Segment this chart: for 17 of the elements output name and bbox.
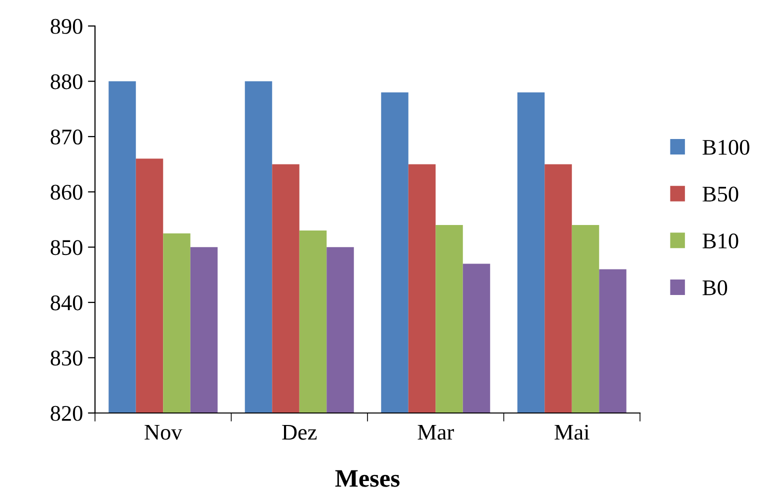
y-tick-label: 870: [50, 130, 82, 144]
x-tick-label: Nov: [144, 424, 182, 440]
y-tick-label: 820: [50, 406, 82, 421]
x-tick-label: Mai: [554, 424, 590, 440]
legend-label: B0: [702, 280, 728, 296]
y-tick-label: 840: [50, 295, 82, 310]
x-tick-label: Dez: [282, 424, 317, 440]
y-tick-label: 880: [50, 74, 82, 90]
x-tick-label: Mar: [418, 424, 454, 440]
legend-label: B50: [702, 186, 738, 202]
legend-label: B100: [702, 140, 750, 155]
y-tick-label: 860: [50, 184, 82, 200]
y-tick-label: 830: [50, 350, 82, 366]
y-tick-label: 890: [50, 18, 82, 34]
y-tick-label: 850: [50, 240, 82, 256]
legend-label: B10: [702, 233, 738, 248]
x-axis-title: Meses: [335, 470, 400, 487]
